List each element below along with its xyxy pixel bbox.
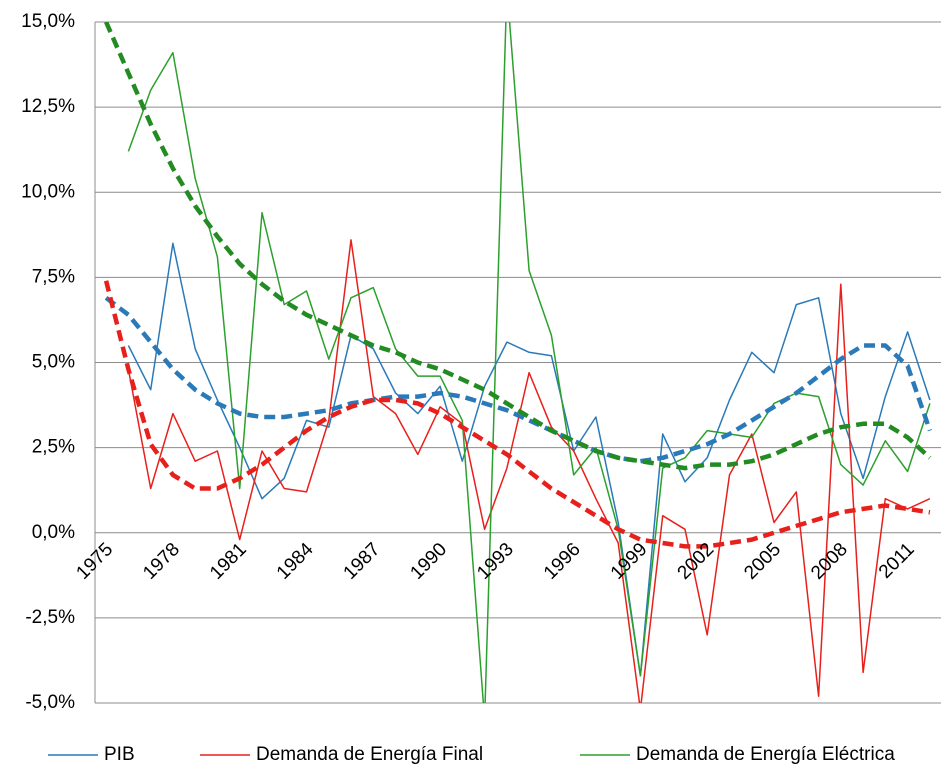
y-tick-label: -5,0%	[25, 692, 75, 713]
x-tick-label: 1981	[206, 539, 251, 584]
plot-area	[103, 22, 933, 703]
y-tick-label: 15,0%	[21, 11, 75, 32]
y-tick-label: 7,5%	[32, 266, 75, 287]
legend-label: Demanda de Energía Eléctrica	[636, 744, 895, 765]
x-tick-label: 2005	[740, 539, 785, 584]
x-tick-label: 1990	[406, 539, 451, 584]
x-tick-label: 2011	[875, 539, 919, 583]
y-tick-label: 5,0%	[32, 352, 75, 373]
x-tick-label: 2008	[807, 539, 852, 584]
x-tick-label: 1984	[273, 539, 318, 584]
x-tick-label: 1993	[473, 539, 518, 584]
trend-line	[103, 280, 931, 549]
trend-line	[104, 22, 932, 471]
series-line	[127, 242, 931, 677]
series-line	[127, 239, 931, 703]
y-tick-label: 10,0%	[21, 181, 75, 202]
y-tick-label: 12,5%	[21, 96, 75, 117]
x-tick-label: 1996	[540, 539, 585, 584]
x-tick-label: 1987	[340, 539, 385, 584]
trend-line	[104, 296, 933, 464]
y-tick-label: 0,0%	[32, 522, 75, 543]
labels: -5,0% -2,5% 0,0% 2,5% 5,0% 7,5% 10,0% 12,5% 15,0…	[21, 11, 919, 765]
legend-label: PIB	[104, 744, 135, 765]
x-tick-label: 1978	[139, 539, 184, 584]
y-tick-label: 2,5%	[32, 437, 75, 458]
x-tick-label: 1999	[607, 539, 652, 584]
y-tick-label: -2,5%	[25, 607, 75, 628]
legend-label: Demanda de Energía Final	[256, 744, 483, 765]
